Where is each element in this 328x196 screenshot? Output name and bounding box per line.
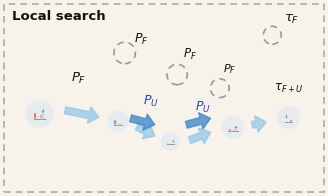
Bar [286, 116, 287, 118]
Bar [43, 111, 44, 112]
Bar [167, 142, 169, 144]
Text: Local search: Local search [12, 10, 106, 23]
Bar [34, 113, 36, 119]
Bar [37, 115, 39, 119]
Text: $P_U$: $P_U$ [195, 100, 211, 115]
Bar [116, 123, 118, 125]
Circle shape [277, 106, 300, 129]
Bar [114, 122, 116, 125]
Bar [286, 118, 287, 122]
Text: $\tau_{F+U}$: $\tau_{F+U}$ [274, 82, 303, 95]
Bar [288, 120, 290, 122]
Circle shape [25, 100, 53, 128]
Bar [235, 128, 237, 131]
Bar [42, 112, 44, 119]
Bar [173, 141, 174, 142]
Text: $\tau_F$: $\tau_F$ [284, 13, 299, 26]
Bar [236, 127, 237, 128]
Circle shape [161, 132, 180, 151]
Bar [233, 129, 235, 131]
Bar [173, 142, 174, 144]
Bar [171, 142, 172, 144]
Bar [118, 123, 120, 125]
Bar [40, 114, 42, 119]
Bar [120, 123, 122, 125]
Text: $P_F$: $P_F$ [183, 47, 197, 63]
Circle shape [221, 116, 244, 139]
Bar [231, 130, 233, 131]
Text: $P_F$: $P_F$ [134, 32, 148, 47]
Text: $P_F$: $P_F$ [71, 71, 87, 86]
Circle shape [107, 111, 129, 132]
Text: $P_U$: $P_U$ [143, 94, 159, 110]
Bar [290, 120, 292, 122]
Bar [169, 143, 170, 144]
Bar [229, 129, 231, 131]
Text: $P_F$: $P_F$ [223, 62, 236, 75]
Bar [114, 121, 116, 122]
